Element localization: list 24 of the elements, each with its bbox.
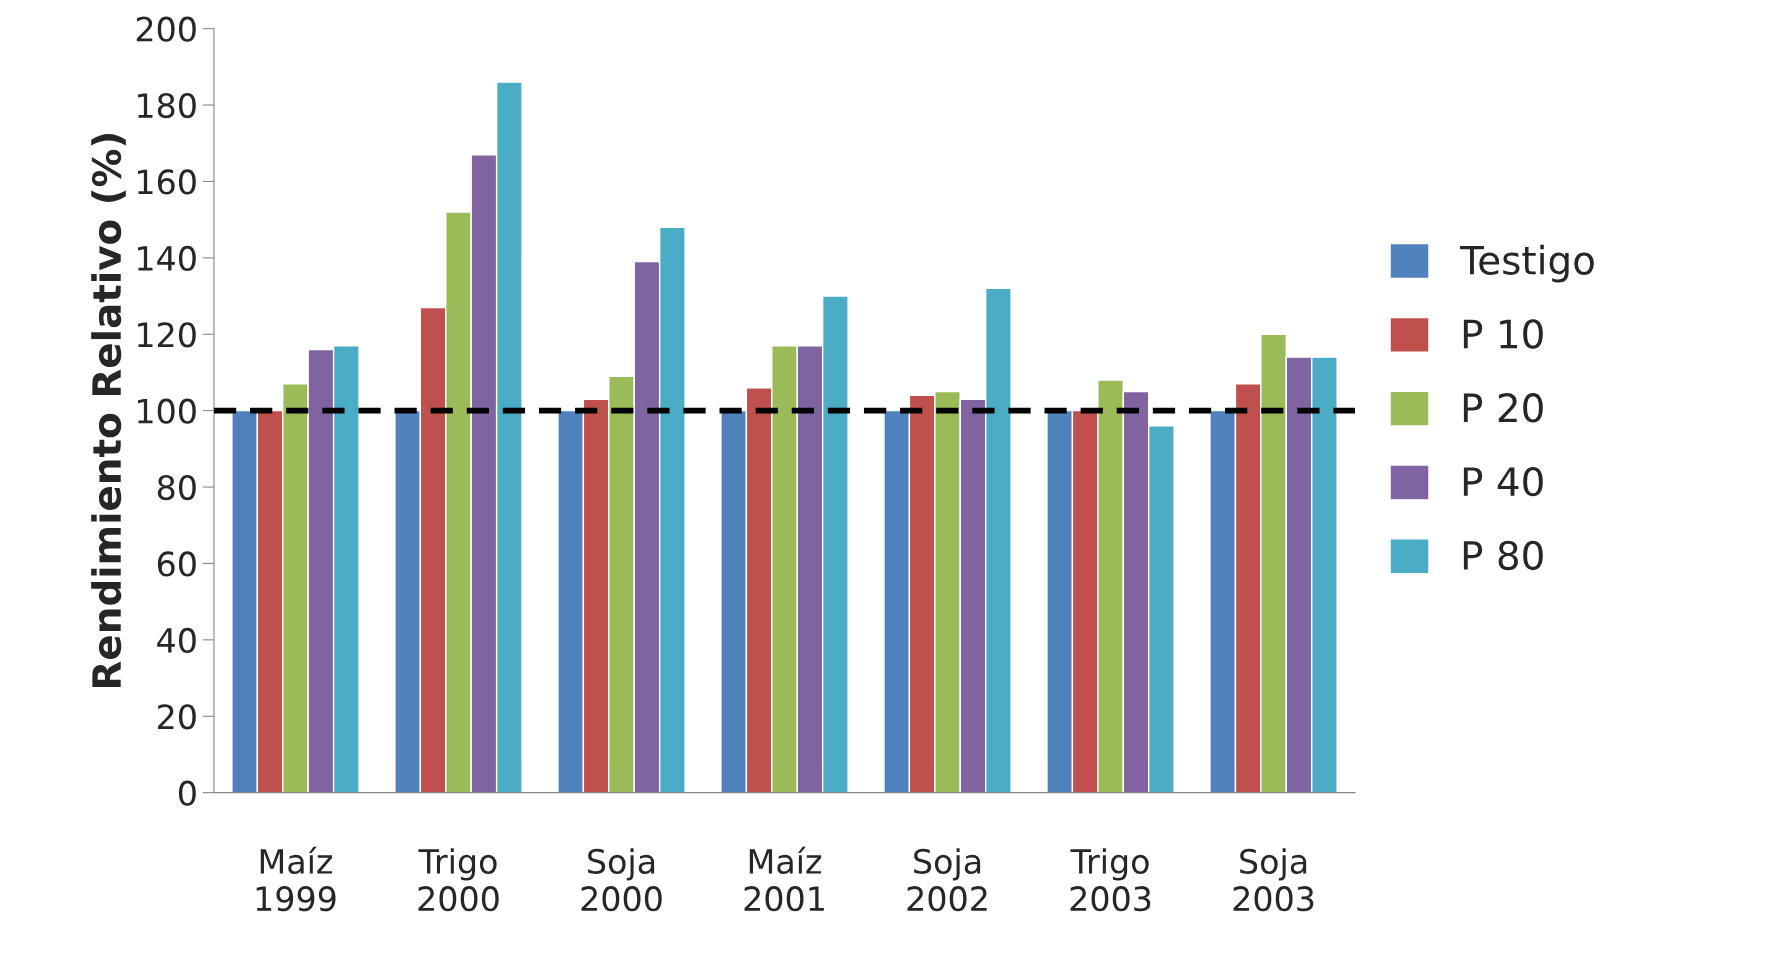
legend-label: P 20 [1463, 393, 1543, 423]
x-tick-label: Trigo 2003 [1070, 848, 1151, 912]
y-tick-label: 200 [136, 16, 196, 42]
x-tick-label: Trigo 2000 [418, 848, 499, 912]
y-tick-label: 180 [138, 92, 196, 119]
y-tick-label: 40 [157, 627, 196, 653]
x-tick-label: Soja 2003 [1233, 848, 1314, 912]
y-tick-label: 60 [157, 551, 196, 577]
y-tick-label: 80 [157, 474, 196, 501]
y-tick-label: 120 [138, 322, 196, 348]
x-tick-label: Maíz 2001 [744, 846, 824, 912]
y-tick-label: 20 [158, 704, 196, 730]
y-tick-label: 140 [138, 245, 196, 271]
x-tick-label: Soja 2000 [581, 848, 662, 912]
y-axis-title: Rendimiento Relativo (%) [91, 134, 126, 688]
x-tick-label: Soja 2002 [907, 848, 987, 912]
legend-label: P 40 [1463, 466, 1543, 497]
y-tick-label: 160 [138, 169, 196, 195]
x-tick-label: Maíz 1999 [256, 846, 336, 912]
legend-label: Testigo [1459, 244, 1594, 283]
y-tick-label: 100 [138, 398, 196, 424]
legend-label: P 80 [1463, 540, 1543, 571]
y-tick-label: 0 [178, 780, 196, 806]
legend-label: P 10 [1463, 319, 1543, 349]
